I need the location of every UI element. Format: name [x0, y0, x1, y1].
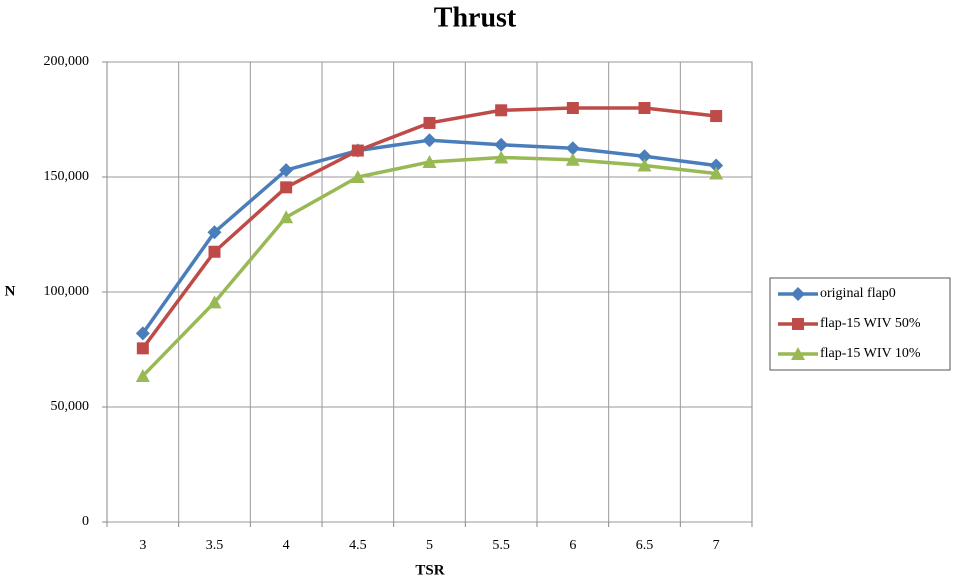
- marker: [208, 245, 221, 258]
- x-tick-label: 7: [713, 538, 720, 553]
- marker: [494, 137, 509, 152]
- y-tick-label: 100,000: [44, 284, 90, 299]
- marker: [207, 295, 222, 309]
- x-tick-label: 3: [139, 538, 146, 553]
- marker: [280, 181, 293, 194]
- marker: [279, 210, 294, 224]
- x-tick-label: 5: [426, 538, 433, 553]
- chart-title: Thrust: [434, 2, 517, 33]
- marker: [565, 152, 580, 166]
- y-tick-label: 50,000: [51, 399, 90, 414]
- x-tick-label: 4: [283, 538, 290, 553]
- marker: [709, 166, 724, 180]
- marker: [350, 170, 365, 183]
- marker: [566, 102, 579, 114]
- marker: [565, 141, 580, 156]
- marker: [710, 110, 723, 123]
- x-tick-label: 3.5: [206, 538, 224, 553]
- series-line: [141, 155, 717, 378]
- marker: [422, 133, 437, 148]
- marker: [135, 326, 150, 341]
- x-tick-label: 4.5: [349, 538, 367, 553]
- x-tick-label: 5.5: [492, 538, 510, 553]
- marker: [279, 163, 294, 178]
- marker: [791, 287, 805, 301]
- x-tick-label: 6.5: [636, 538, 654, 553]
- y-tick-label: 0: [82, 514, 89, 529]
- marker: [637, 158, 652, 172]
- marker: [637, 149, 652, 164]
- x-tick-label: 6: [569, 538, 576, 553]
- marker: [207, 225, 222, 240]
- legend-label: flap-15 WIV 10%: [820, 346, 921, 361]
- marker: [495, 104, 508, 117]
- marker: [792, 318, 804, 330]
- marker: [136, 342, 149, 355]
- legend-label: original flap0: [820, 286, 896, 301]
- x-axis-label: TSR: [415, 562, 444, 578]
- marker: [422, 155, 437, 169]
- y-axis-label: N: [5, 283, 16, 299]
- marker: [351, 144, 364, 157]
- marker: [494, 150, 509, 164]
- y-tick-label: 150,000: [44, 169, 90, 184]
- marker: [423, 116, 436, 129]
- marker: [135, 368, 150, 382]
- legend-label: flap-15 WIV 50%: [820, 316, 921, 331]
- marker: [791, 347, 805, 360]
- y-tick-label: 200,000: [44, 54, 90, 69]
- marker: [709, 158, 724, 173]
- marker: [638, 102, 651, 114]
